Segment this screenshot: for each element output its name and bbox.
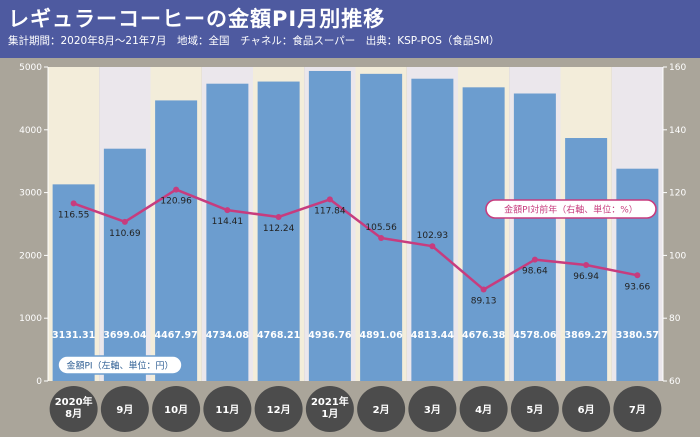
yoy-line (73, 188, 638, 291)
category-badge (357, 386, 406, 432)
yoy-point (224, 207, 231, 214)
category-badge (203, 386, 252, 432)
bar-4 (206, 83, 249, 382)
bar-value-label: 4936.76 (308, 330, 352, 341)
bar-value-label: 4768.21 (257, 330, 300, 341)
bar-value-label: 4813.44 (411, 330, 455, 341)
yoy-point (173, 186, 180, 193)
bar-value-label: 3380.57 (616, 330, 659, 341)
bar-10 (513, 93, 556, 381)
bar-value-label: 3131.31 (52, 330, 95, 341)
category-badge (254, 386, 303, 432)
legend-bar-label: 金額PI（左軸、単位：円） (66, 360, 173, 372)
right-tick-label: 160 (669, 63, 686, 73)
chart-title: レギュラーコーヒーの金額PI月別推移 (8, 7, 386, 31)
yoy-value-label: 96.94 (573, 272, 599, 282)
yoy-point (531, 256, 538, 263)
category-label: 12月 (267, 404, 291, 416)
left-tick-label: 5000 (19, 63, 42, 73)
category-label: 2020年 8月 (55, 395, 93, 420)
bar-8 (411, 78, 454, 381)
category-badge (459, 386, 508, 432)
bar-value-label: 4891.06 (359, 330, 403, 341)
legend-bar-box (57, 355, 183, 375)
chart-subtitle: 集計期間：2020年8月～21年7月 地域：全国 チャネル：食品スーパー 出典：… (8, 35, 500, 47)
yoy-value-label: 102.93 (417, 231, 449, 241)
right-tick-label: 120 (669, 189, 686, 199)
yoy-value-label: 93.66 (624, 282, 650, 292)
category-badge (613, 386, 662, 432)
left-tick-label: 1000 (19, 314, 42, 324)
yoy-value-label: 117.84 (314, 206, 346, 216)
right-tick-label: 80 (669, 314, 681, 324)
yoy-point (583, 262, 590, 269)
right-tick-label: 60 (669, 377, 681, 387)
bar-1 (52, 184, 95, 381)
legend-line-label: 金額PI対前年（右軸、単位：%） (504, 204, 638, 216)
bar-value-label: 4467.97 (154, 330, 197, 341)
category-label: 9月 (116, 404, 133, 416)
category-label: 4月 (475, 404, 492, 416)
yoy-value-label: 112.24 (263, 224, 295, 234)
yoy-point (634, 272, 641, 279)
yoy-point (121, 218, 128, 225)
bar-value-label: 4676.38 (462, 330, 506, 341)
category-badge (510, 386, 559, 432)
bar-value-label: 4734.08 (206, 330, 250, 341)
yoy-value-label: 110.69 (109, 229, 141, 239)
category-badge (408, 386, 457, 432)
yoy-point (275, 213, 282, 220)
bar-value-label: 3699.04 (103, 330, 147, 341)
category-label: 5月 (526, 404, 543, 416)
yoy-value-label: 116.55 (58, 210, 90, 220)
bar-value-label: 3869.27 (564, 330, 607, 341)
category-badge (305, 386, 354, 432)
bar-3 (155, 100, 198, 381)
category-label: 10月 (164, 404, 188, 416)
header-banner: レギュラーコーヒーの金額PI月別推移 集計期間：2020年8月～21年7月 地域… (0, 0, 700, 58)
left-tick-label: 3000 (19, 189, 42, 199)
yoy-value-label: 120.96 (160, 197, 192, 207)
yoy-value-label: 114.41 (212, 217, 244, 227)
yoy-point (378, 234, 385, 241)
category-badge (49, 386, 98, 432)
bar-value-label: 4578.06 (513, 330, 557, 341)
category-label: 6月 (578, 404, 595, 416)
category-label: 11月 (215, 404, 239, 416)
yoy-value-label: 89.13 (471, 297, 497, 307)
category-label: 2021年 1月 (311, 395, 349, 420)
yoy-value-label: 98.64 (522, 267, 548, 277)
yoy-point (480, 286, 487, 293)
right-tick-label: 140 (669, 126, 686, 136)
left-tick-label: 0 (36, 377, 42, 387)
left-tick-label: 2000 (19, 251, 42, 261)
category-badge (100, 386, 149, 432)
category-badge (152, 386, 201, 432)
yoy-point (70, 200, 77, 207)
yoy-point (429, 243, 436, 250)
category-badge (562, 386, 611, 432)
bar-2 (103, 148, 146, 381)
yoy-point (326, 196, 333, 203)
right-tick-label: 100 (669, 251, 686, 261)
category-label: 3月 (424, 404, 441, 416)
bar-9 (462, 87, 505, 381)
category-label: 2月 (373, 404, 390, 416)
bar-11 (565, 138, 608, 381)
left-tick-label: 4000 (19, 126, 42, 136)
legend-line-box (485, 199, 657, 219)
yoy-value-label: 105.56 (365, 223, 397, 233)
category-label: 7月 (629, 404, 646, 416)
bar-6 (308, 70, 351, 382)
bar-5 (257, 81, 300, 382)
